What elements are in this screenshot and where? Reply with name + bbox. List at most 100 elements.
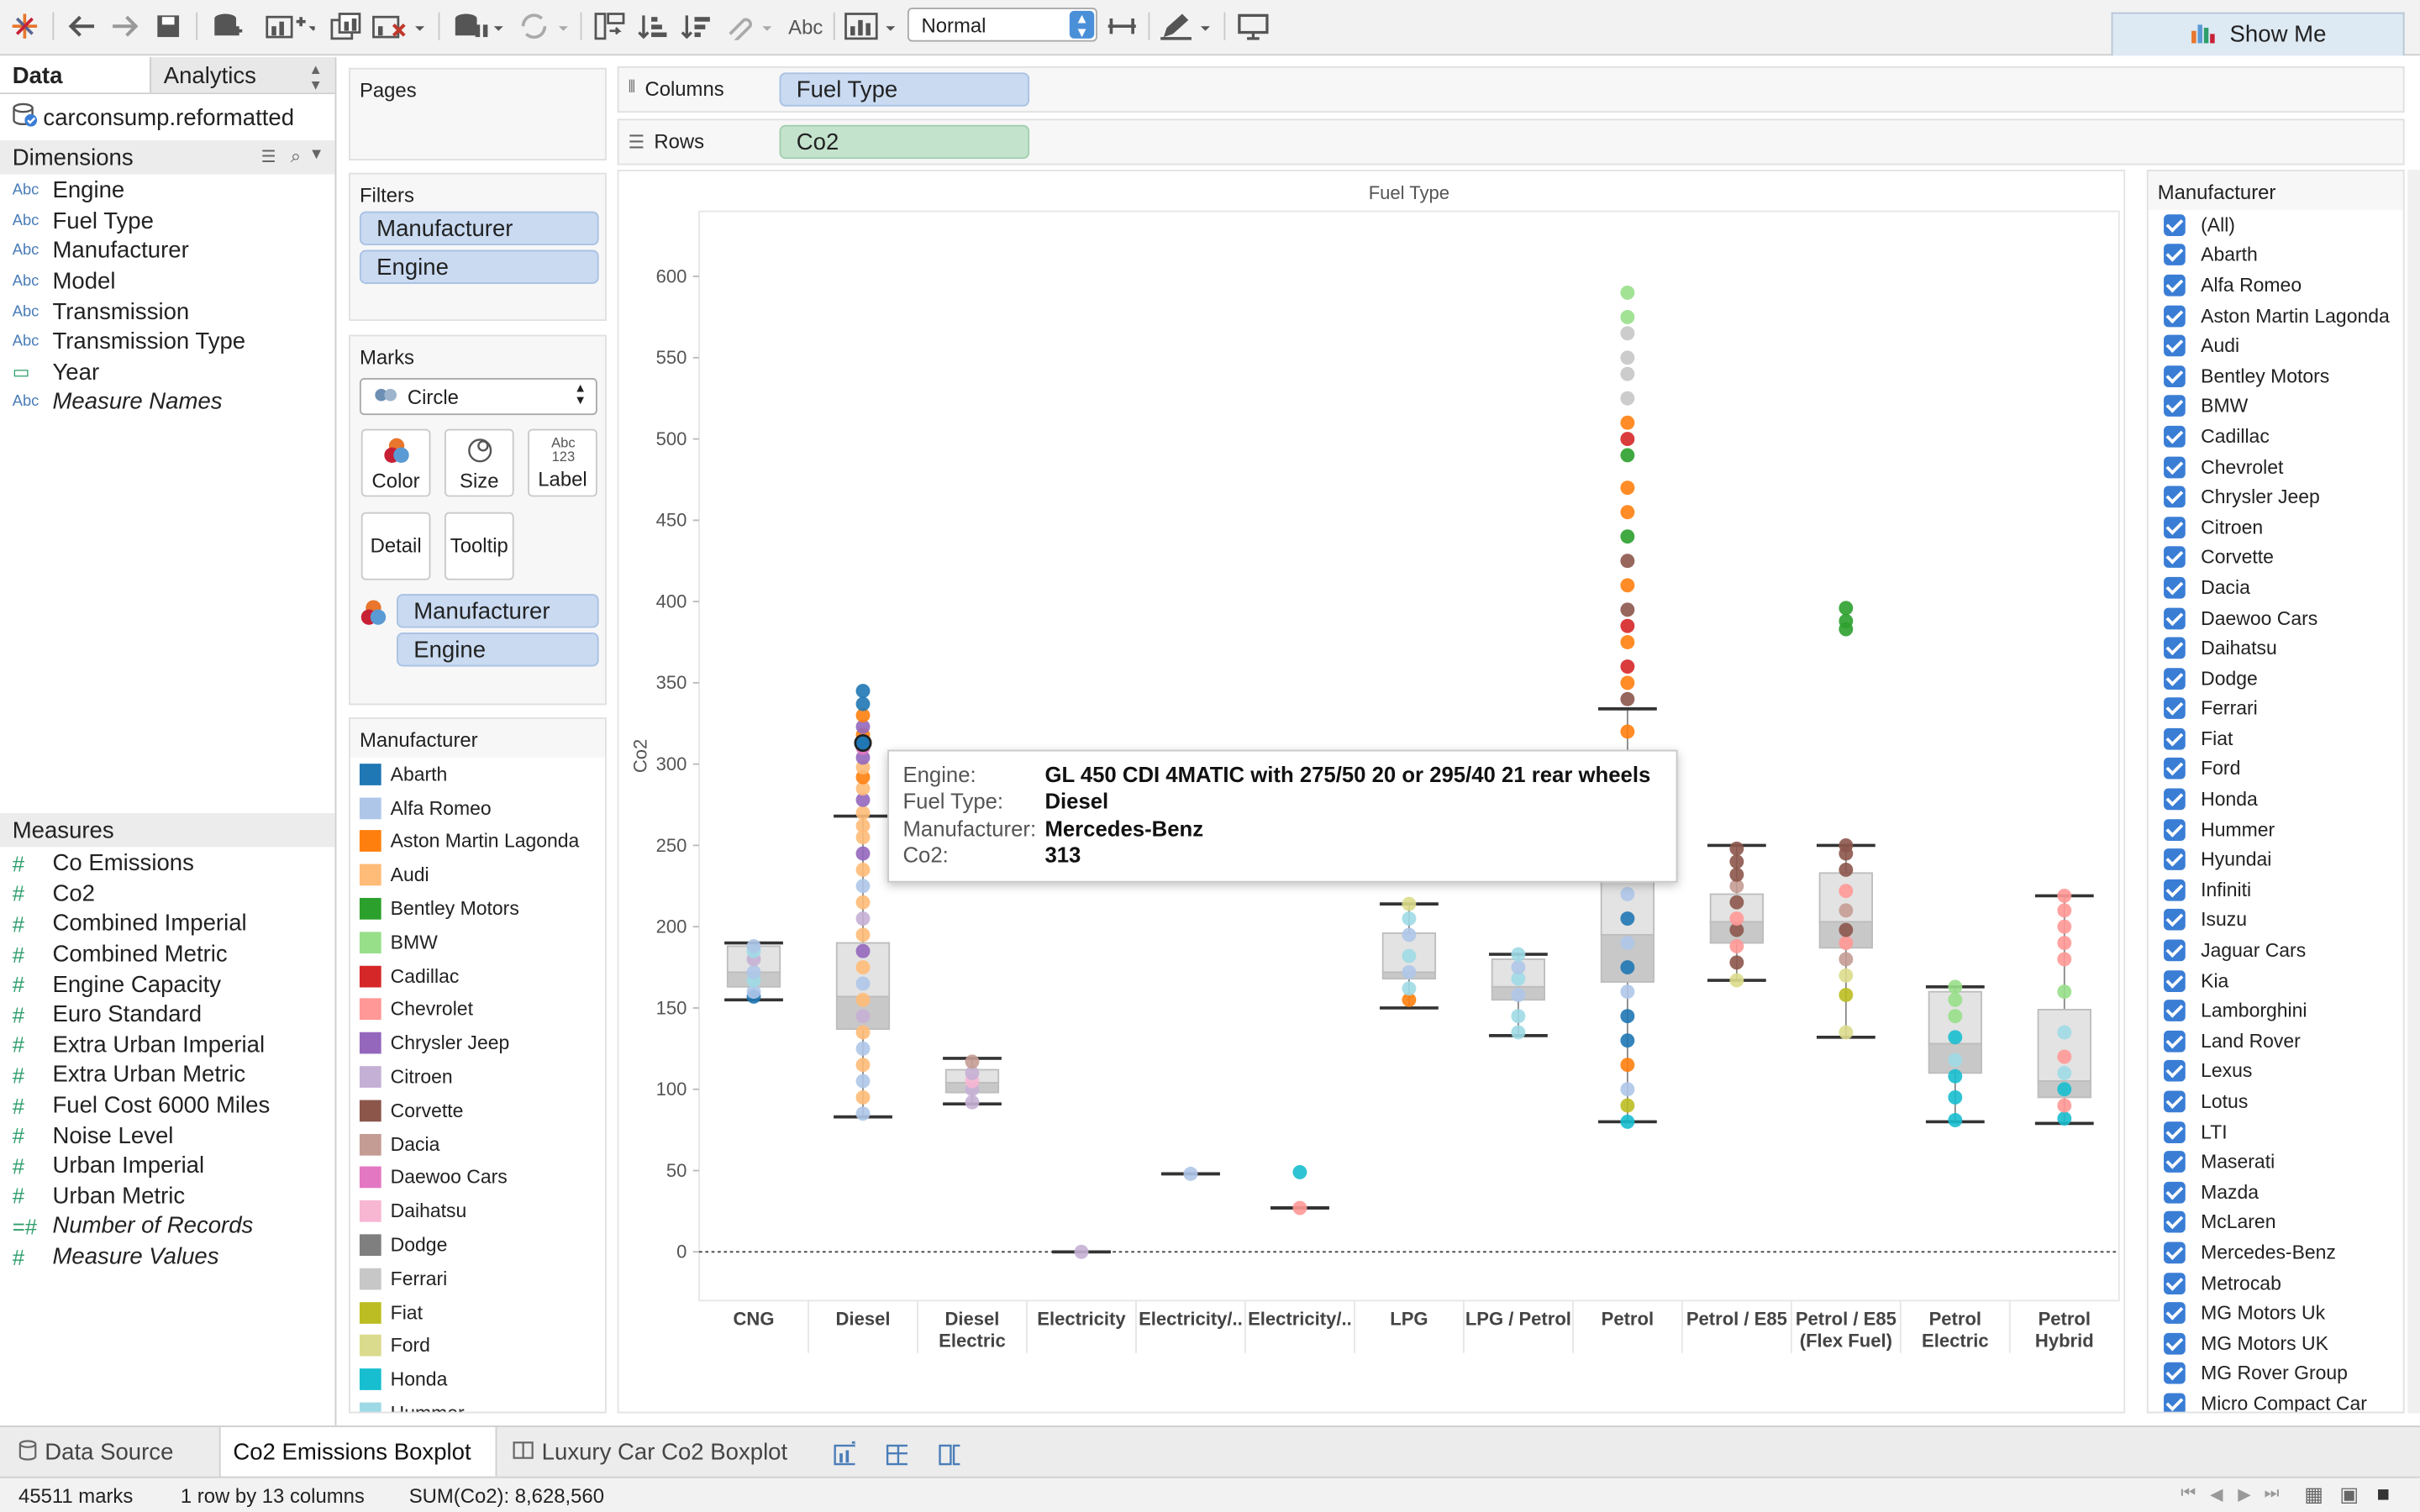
- dim-transmission[interactable]: Abc Transmission: [0, 297, 335, 327]
- marks-engine-pill[interactable]: Engine: [397, 633, 599, 667]
- filter-item[interactable]: LTI: [2149, 1116, 2403, 1147]
- filter-item[interactable]: Abarth: [2149, 240, 2403, 270]
- filter-item[interactable]: Chevrolet: [2149, 452, 2403, 482]
- filter-item[interactable]: Corvette: [2149, 543, 2403, 573]
- marks-size-button[interactable]: Size: [444, 428, 514, 497]
- filter-item[interactable]: Mazda: [2149, 1177, 2403, 1207]
- sort-ascending-icon[interactable]: [636, 9, 670, 43]
- redo-icon[interactable]: [108, 9, 142, 43]
- legend-item[interactable]: Daewoo Cars: [350, 1161, 605, 1194]
- show-mark-labels-icon[interactable]: Abc: [788, 14, 823, 38]
- legend-item[interactable]: Cadillac: [350, 959, 605, 993]
- filter-manufacturer-pill[interactable]: Manufacturer: [359, 211, 599, 246]
- search-icon[interactable]: ⌕: [290, 144, 302, 167]
- filter-item[interactable]: Lexus: [2149, 1056, 2403, 1086]
- checkbox-checked-icon[interactable]: [2164, 1000, 2186, 1022]
- save-icon[interactable]: [151, 9, 185, 43]
- highlight-icon[interactable]: [1158, 9, 1213, 43]
- datasource-item[interactable]: carconsump.reformatted: [0, 94, 335, 140]
- filter-item[interactable]: Hummer: [2149, 815, 2403, 845]
- legend-item[interactable]: Bentley Motors: [350, 892, 605, 926]
- fit-select[interactable]: Normal ▲ ▼: [907, 8, 1097, 42]
- checkbox-checked-icon[interactable]: [2164, 758, 2186, 780]
- legend-item[interactable]: Audi: [350, 858, 605, 892]
- checkbox-checked-icon[interactable]: [2164, 274, 2186, 297]
- dim-transmission-type[interactable]: Abc Transmission Type: [0, 327, 335, 357]
- measure-euro-standard[interactable]: # Euro Standard: [0, 1000, 335, 1030]
- legend-item[interactable]: Ford: [350, 1329, 605, 1362]
- legend-item[interactable]: Dodge: [350, 1228, 605, 1262]
- swap-rows-columns-icon[interactable]: [592, 9, 626, 43]
- checkbox-checked-icon[interactable]: [2164, 909, 2186, 932]
- legend-item[interactable]: Chevrolet: [350, 993, 605, 1026]
- filter-item[interactable]: Ford: [2149, 754, 2403, 785]
- fix-axes-icon[interactable]: [1105, 9, 1139, 43]
- checkbox-checked-icon[interactable]: [2164, 546, 2186, 569]
- filter-engine-pill[interactable]: Engine: [359, 249, 599, 284]
- marks-color-button[interactable]: Color: [360, 428, 431, 497]
- checkbox-checked-icon[interactable]: [2164, 788, 2186, 811]
- legend-item[interactable]: Abarth: [350, 758, 605, 791]
- checkbox-checked-icon[interactable]: [2164, 939, 2186, 962]
- filter-item[interactable]: Daewoo Cars: [2149, 603, 2403, 633]
- marks-detail-button[interactable]: Detail: [360, 512, 431, 580]
- measure-co-emissions[interactable]: # Co Emissions: [0, 848, 335, 879]
- marks-manufacturer-pill[interactable]: Manufacturer: [397, 594, 599, 628]
- checkbox-checked-icon[interactable]: [2164, 244, 2186, 266]
- checkbox-checked-icon[interactable]: [2164, 1060, 2186, 1083]
- filter-item[interactable]: Citroen: [2149, 512, 2403, 543]
- measure-combined-metric[interactable]: # Combined Metric: [0, 939, 335, 969]
- filter-item[interactable]: Aston Martin Lagonda: [2149, 301, 2403, 331]
- legend-item[interactable]: Chrysler Jeep: [350, 1026, 605, 1060]
- filter-item[interactable]: MG Motors UK: [2149, 1328, 2403, 1358]
- checkbox-checked-icon[interactable]: [2164, 304, 2186, 327]
- pane-menu-icon[interactable]: ▲ ▼: [308, 61, 323, 93]
- checkbox-checked-icon[interactable]: [2164, 516, 2186, 538]
- filter-item[interactable]: BMW: [2149, 391, 2403, 422]
- filter-item[interactable]: MG Rover Group: [2149, 1358, 2403, 1389]
- pages-card[interactable]: Pages: [349, 67, 607, 161]
- filter-item[interactable]: Fiat: [2149, 724, 2403, 754]
- filter-item[interactable]: Isuzu: [2149, 906, 2403, 936]
- tab-view-icon[interactable]: ■: [2376, 1481, 2391, 1506]
- marks-label-button[interactable]: Abc 123 Label: [528, 428, 597, 497]
- presentation-mode-icon[interactable]: [1234, 9, 1271, 43]
- sort-descending-icon[interactable]: [679, 9, 713, 43]
- dim-model[interactable]: Abc Model: [0, 266, 335, 297]
- checkbox-checked-icon[interactable]: [2164, 1030, 2186, 1053]
- dim-fuel-type[interactable]: Abc Fuel Type: [0, 206, 335, 236]
- checkbox-checked-icon[interactable]: [2164, 395, 2186, 417]
- checkbox-checked-icon[interactable]: [2164, 455, 2186, 478]
- checkbox-checked-icon[interactable]: [2164, 425, 2186, 448]
- tab-data[interactable]: Data: [0, 56, 150, 93]
- filter-item[interactable]: Infiniti: [2149, 875, 2403, 906]
- filter-item[interactable]: Audi: [2149, 331, 2403, 361]
- filter-item[interactable]: MG Motors Uk: [2149, 1298, 2403, 1328]
- prev-page-icon[interactable]: ◀: [2210, 1485, 2223, 1504]
- legend-item[interactable]: Dacia: [350, 1127, 605, 1161]
- columns-fuel-type-pill[interactable]: Fuel Type: [779, 72, 1030, 107]
- filter-item[interactable]: Lotus: [2149, 1086, 2403, 1116]
- checkbox-checked-icon[interactable]: [2164, 365, 2186, 387]
- filter-item[interactable]: Maserati: [2149, 1147, 2403, 1177]
- new-worksheet-icon[interactable]: [262, 9, 318, 43]
- checkbox-checked-icon[interactable]: [2164, 848, 2186, 871]
- grid-view-icon[interactable]: ▦: [2304, 1483, 2323, 1506]
- filter-item[interactable]: Metrocab: [2149, 1268, 2403, 1298]
- checkbox-checked-icon[interactable]: [2164, 1242, 2186, 1264]
- filter-item[interactable]: Dodge: [2149, 664, 2403, 694]
- measure-fuel-cost[interactable]: # Fuel Cost 6000 Miles: [0, 1090, 335, 1121]
- tab-co2-emissions-boxplot[interactable]: Co2 Emissions Boxplot: [218, 1426, 497, 1478]
- pause-updates-icon[interactable]: [450, 9, 506, 43]
- marks-tooltip-button[interactable]: Tooltip: [444, 512, 514, 580]
- checkbox-checked-icon[interactable]: [2164, 1090, 2186, 1113]
- view-cards-icon[interactable]: [843, 9, 898, 43]
- measure-number-of-records[interactable]: =# Number of Records: [0, 1211, 335, 1242]
- new-worksheet-tab-icon[interactable]: [821, 1427, 867, 1478]
- legend-item[interactable]: Fiat: [350, 1295, 605, 1329]
- new-dashboard-tab-icon[interactable]: [874, 1427, 920, 1478]
- show-me-button[interactable]: Show Me: [2111, 12, 2405, 56]
- dim-year[interactable]: ▭ Year: [0, 357, 335, 387]
- checkbox-checked-icon[interactable]: [2164, 334, 2186, 357]
- checkbox-checked-icon[interactable]: [2164, 1181, 2186, 1204]
